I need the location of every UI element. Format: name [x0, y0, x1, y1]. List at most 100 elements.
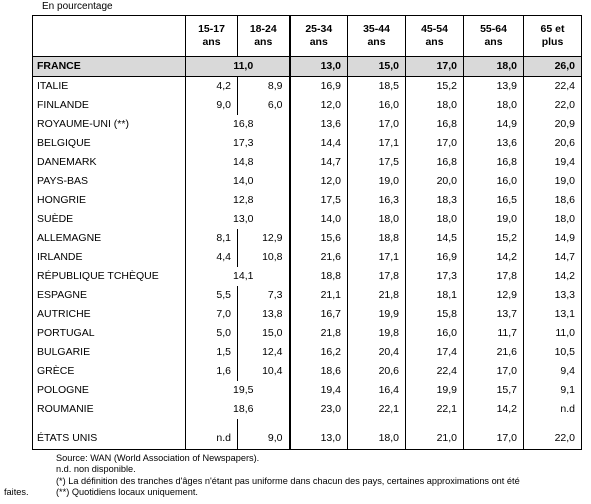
value-cell: 17,0 — [463, 427, 524, 450]
value-cell-15-24: 11,0 — [185, 56, 290, 77]
nd-note: n.d. non disponible. — [56, 464, 136, 475]
country-cell: POLOGNE — [32, 381, 186, 400]
value-cell: 16,8 — [405, 153, 464, 172]
table-row: ROUMANIE 18,6 23,0 22,1 22,1 14,2 n.d — [32, 400, 582, 419]
table-row: FINLANDE 9,0 6,0 12,0 16,0 18,0 18,0 22,0 — [32, 96, 582, 115]
value-cell: 9,1 — [523, 381, 582, 400]
value-cell: 19,4 — [523, 153, 582, 172]
value-cell: 18,0 — [463, 96, 524, 115]
value-cell-15-17: 7,0 — [185, 305, 238, 324]
country-cell: IRLANDE — [32, 248, 186, 267]
value-cell: 20,4 — [347, 343, 406, 362]
country-cell: ROYAUME-UNI (**) — [32, 115, 186, 134]
value-cell: 19,0 — [347, 172, 406, 191]
value-cell: 14,7 — [288, 153, 348, 172]
country-cell: ALLEMAGNE — [32, 229, 186, 248]
table-row: PORTUGAL 5,0 15,0 21,8 19,8 16,0 11,7 11,0 — [32, 324, 582, 343]
table-row: ITALIE 4,2 8,9 16,9 18,5 15,2 13,9 22,4 — [32, 76, 582, 96]
source-note: Source: WAN (World Association of Newspa… — [56, 453, 260, 463]
value-cell: 19,4 — [288, 381, 348, 400]
value-cell: 15,8 — [405, 305, 464, 324]
table-row: ROYAUME-UNI (**) 16,8 13,6 17,0 16,8 14,9 20,9 — [32, 115, 582, 134]
value-cell: 14,9 — [463, 115, 524, 134]
value-cell: 14,5 — [405, 229, 464, 248]
value-cell-18-24: 10,8 — [237, 248, 290, 267]
country-cell: ÉTATS UNIS — [32, 427, 186, 450]
value-cell: 18,0 — [463, 56, 524, 77]
value-cell: 14,2 — [523, 267, 582, 286]
value-cell: 21,8 — [347, 286, 406, 305]
value-cell-15-24: 17,3 — [185, 134, 290, 153]
value-cell: 14,0 — [288, 210, 348, 229]
value-cell: 18,1 — [405, 286, 464, 305]
value-cell-15-24: 16,8 — [185, 115, 290, 134]
local-dailies-note: (**) Quotidiens locaux uniquement. — [56, 487, 198, 498]
value-cell-18-24: 7,3 — [237, 286, 290, 305]
value-cell: 14,2 — [463, 248, 524, 267]
value-cell: 16,0 — [463, 172, 524, 191]
age-distribution-table: 15-17 ans 18-24 ans 25-34 ans 35-44 ans 45-54 ans… — [32, 15, 582, 450]
value-cell-15-24: 13,0 — [185, 210, 290, 229]
value-cell: 13,1 — [523, 305, 582, 324]
value-cell: 16,4 — [347, 381, 406, 400]
value-cell: 13,0 — [288, 56, 348, 77]
country-cell: FINLANDE — [32, 96, 186, 115]
value-cell-15-17: 8,1 — [185, 229, 238, 248]
value-cell: 20,9 — [523, 115, 582, 134]
value-cell: 17,0 — [463, 362, 524, 381]
value-cell: 18,8 — [347, 229, 406, 248]
country-cell: FRANCE — [32, 56, 186, 77]
footnotes: Source: WAN (World Association of Newspa… — [56, 453, 520, 499]
value-cell: 16,2 — [288, 343, 348, 362]
value-cell: 17,4 — [405, 343, 464, 362]
country-cell: ESPAGNE — [32, 286, 186, 305]
value-cell: 20,0 — [405, 172, 464, 191]
value-cell: 15,2 — [463, 229, 524, 248]
value-cell: 14,7 — [523, 248, 582, 267]
unit-label: En pourcentage — [42, 1, 113, 12]
value-cell: 19,8 — [347, 324, 406, 343]
table-row: ALLEMAGNE 8,1 12,9 15,6 18,8 14,5 15,2 14,9 — [32, 229, 582, 248]
country-cell: PAYS-BAS — [32, 172, 186, 191]
value-cell: 22,4 — [405, 362, 464, 381]
value-cell: 11,7 — [463, 324, 524, 343]
country-cell: GRÈCE — [32, 362, 186, 381]
value-cell: 18,0 — [347, 427, 406, 450]
table-row: HONGRIE 12,8 17,5 16,3 18,3 16,5 18,6 — [32, 191, 582, 210]
value-cell-15-17: 1,5 — [185, 343, 238, 362]
country-cell: SUÈDE — [32, 210, 186, 229]
value-cell: 16,9 — [405, 248, 464, 267]
spacer-cell — [32, 419, 186, 427]
table-row: PAYS-BAS 14,0 12,0 19,0 20,0 16,0 19,0 — [32, 172, 582, 191]
value-cell: 22,1 — [347, 400, 406, 419]
value-cell: 16,0 — [347, 96, 406, 115]
value-cell: 18,8 — [288, 267, 348, 286]
value-cell-15-24: 14,0 — [185, 172, 290, 191]
value-cell: 21,6 — [288, 248, 348, 267]
value-cell: 20,6 — [523, 134, 582, 153]
value-cell-18-24: 10,4 — [237, 362, 290, 381]
value-cell: 15,7 — [463, 381, 524, 400]
header-age-group: 25-34 ans — [288, 15, 348, 57]
value-cell: 16,0 — [405, 324, 464, 343]
table-header-row: 15-17 ans 18-24 ans 25-34 ans 35-44 ans 45-54 ans… — [32, 15, 582, 57]
table-row: AUTRICHE 7,0 13,8 16,7 19,9 15,8 13,7 13,1 — [32, 305, 582, 324]
footnote-overflow: faites. — [4, 487, 29, 497]
table-row: ESPAGNE 5,5 7,3 21,1 21,8 18,1 12,9 13,3 — [32, 286, 582, 305]
value-cell: 15,6 — [288, 229, 348, 248]
country-cell: BELGIQUE — [32, 134, 186, 153]
spacer-cell — [237, 419, 290, 427]
value-cell: 15,0 — [347, 56, 406, 77]
value-cell-15-17: 5,5 — [185, 286, 238, 305]
value-cell: 21,8 — [288, 324, 348, 343]
value-cell-15-24: 18,6 — [185, 400, 290, 419]
table-row: RÉPUBLIQUE TCHÈQUE 14,1 18,8 17,8 17,3 17,8 14… — [32, 267, 582, 286]
value-cell: 12,0 — [288, 172, 348, 191]
table-row: BULGARIE 1,5 12,4 16,2 20,4 17,4 21,6 10,5 — [32, 343, 582, 362]
value-cell-15-17: 9,0 — [185, 96, 238, 115]
header-age-group: 18-24 ans — [237, 15, 290, 57]
spacer-row — [32, 419, 582, 427]
value-cell: 13,7 — [463, 305, 524, 324]
value-cell: 26,0 — [523, 56, 582, 77]
value-cell: 14,9 — [523, 229, 582, 248]
